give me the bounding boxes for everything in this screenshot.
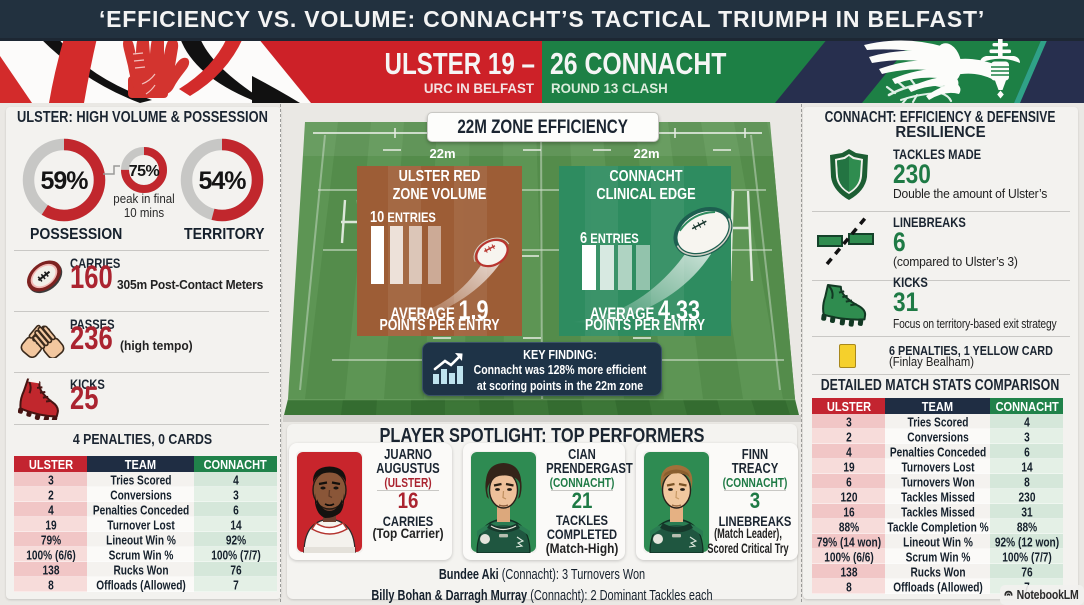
svg-text:59%: 59% <box>40 167 88 195</box>
svg-text:54%: 54% <box>198 167 246 195</box>
svg-text:75%: 75% <box>129 163 160 180</box>
